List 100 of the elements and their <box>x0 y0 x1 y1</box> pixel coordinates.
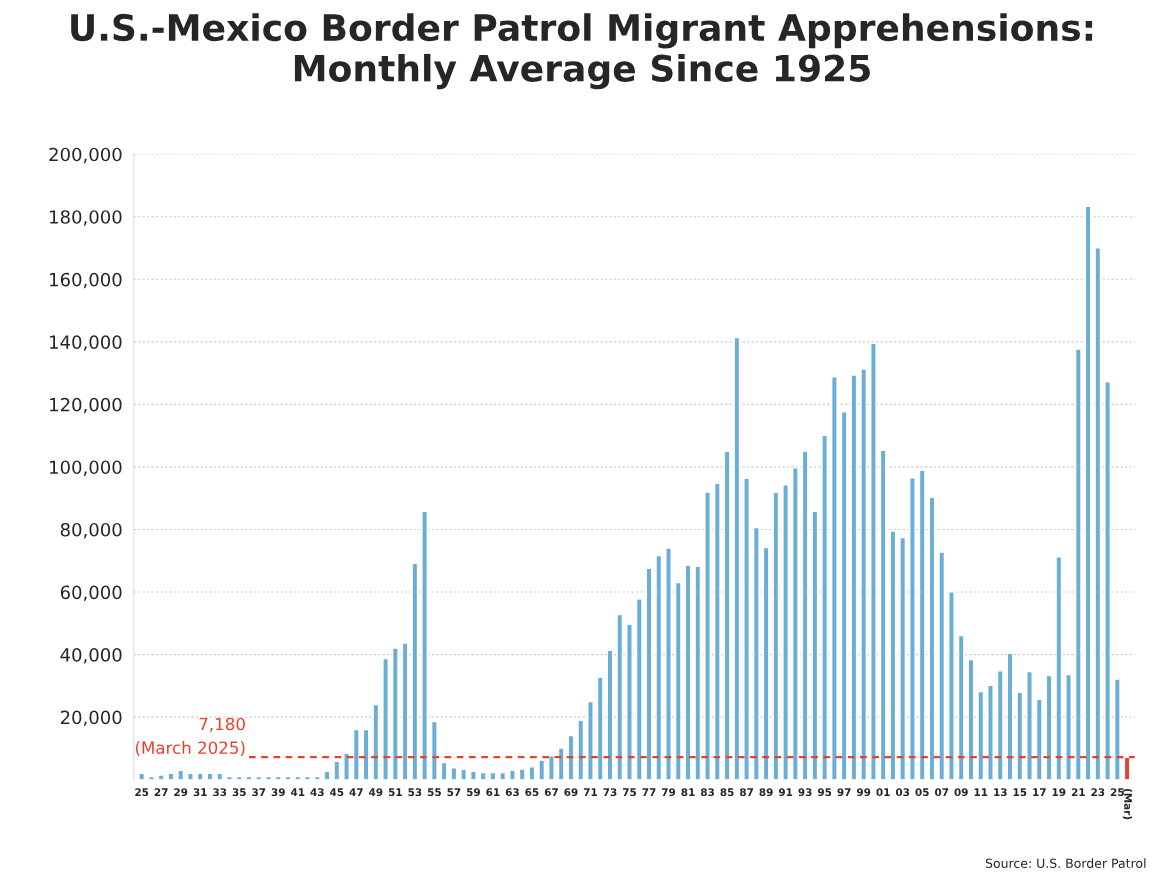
bar <box>1055 555 1063 780</box>
bar <box>509 769 516 780</box>
bar <box>587 700 594 780</box>
bar <box>713 482 721 780</box>
bar <box>909 477 916 780</box>
bar <box>577 719 585 780</box>
bar <box>752 526 760 780</box>
x-tick-label: 61 <box>486 788 500 797</box>
x-tick-label: 45 <box>330 788 344 797</box>
bar <box>831 376 838 780</box>
y-tick-label: 160,000 <box>50 272 122 289</box>
bar <box>470 770 477 780</box>
x-tick-label: 65 <box>525 788 539 797</box>
x-tick-label: 85 <box>720 788 734 797</box>
bar <box>157 774 165 780</box>
x-tick-label: 89 <box>759 788 773 797</box>
y-tick-label: 180,000 <box>50 210 122 226</box>
bar <box>1065 673 1072 780</box>
bar <box>987 684 994 780</box>
x-tick-label: 15 <box>1013 788 1027 797</box>
x-tick-label: 05 <box>915 788 929 797</box>
source-note: Source: U.S. Border Patrol <box>985 858 1146 869</box>
x-tick-label: 73 <box>603 788 617 797</box>
x-tick-label: 25 <box>1110 788 1124 797</box>
bar <box>352 728 360 780</box>
bar <box>440 761 448 780</box>
y-tick-label: 100,000 <box>50 460 122 476</box>
x-tick-label: 67 <box>544 788 558 797</box>
x-tick-label: 87 <box>739 788 753 797</box>
bar <box>596 676 604 780</box>
bar <box>499 771 507 780</box>
bar <box>1094 246 1102 780</box>
bar <box>196 772 204 780</box>
x-tick-label: 29 <box>174 788 188 797</box>
bar <box>187 772 194 780</box>
bar <box>840 411 848 780</box>
bar <box>333 760 341 780</box>
bar <box>772 491 780 780</box>
bar <box>899 536 907 780</box>
bar <box>957 634 965 780</box>
x-tick-label: 95 <box>817 788 832 797</box>
bar <box>372 703 380 780</box>
bar <box>460 768 468 780</box>
bar <box>421 510 428 780</box>
y-tick-label: 120,000 <box>50 397 122 414</box>
x-tick-label: 53 <box>408 788 422 797</box>
bar <box>177 769 185 780</box>
x-tick-label: 49 <box>369 788 383 797</box>
x-tick-label: 55 <box>427 788 441 797</box>
x-tick-label: 75 <box>622 788 637 797</box>
x-tick-label: 31 <box>193 788 207 797</box>
x-tick-label: 97 <box>837 788 851 797</box>
y-tick-label: 40,000 <box>60 648 122 664</box>
x-tick-label: 43 <box>310 788 324 797</box>
bar <box>733 336 741 780</box>
bar <box>635 598 643 780</box>
y-tick-label: 140,000 <box>50 335 122 351</box>
bar <box>860 368 868 780</box>
x-tick-label: 77 <box>642 788 656 796</box>
x-tick-label: 37 <box>252 788 266 797</box>
x-tick-label: 09 <box>954 788 968 797</box>
x-tick-label: 07 <box>934 788 949 797</box>
bar <box>1074 348 1082 780</box>
bar <box>918 469 926 780</box>
bar <box>548 755 555 780</box>
x-tick-label: 79 <box>661 788 676 797</box>
bar <box>1113 678 1121 780</box>
bar <box>391 647 399 780</box>
bar <box>1026 670 1033 780</box>
x-tick-label: 11 <box>974 788 988 796</box>
bar <box>791 467 799 780</box>
bar <box>138 772 146 780</box>
chart-title: U.S.-Mexico Border Patrol Migrant Apprehensions: Monthly Average Since 1925 <box>71 13 1093 90</box>
y-tick-label: 80,000 <box>60 522 122 539</box>
x-tick-label: 17 <box>1033 788 1046 796</box>
bar <box>674 581 682 780</box>
bar <box>343 752 350 780</box>
bar <box>430 720 438 780</box>
bar <box>479 771 487 780</box>
y-tick-label: 20,000 <box>60 710 122 727</box>
x-tick-label: 21 <box>1071 788 1085 796</box>
bar <box>938 551 946 780</box>
bar <box>801 450 809 780</box>
bar <box>879 449 887 780</box>
x-tick-label: 63 <box>505 788 519 797</box>
bar <box>616 613 624 780</box>
bar <box>694 565 702 780</box>
x-tick-label: 41 <box>290 788 305 796</box>
bar <box>870 342 877 780</box>
bar <box>704 491 711 780</box>
x-tick-label: 51 <box>388 788 402 797</box>
x-tick-label: 13 <box>994 788 1007 797</box>
bar <box>518 768 526 780</box>
x-tick-label: 03 <box>895 788 910 797</box>
x-tick-label: 59 <box>466 788 480 797</box>
bar <box>996 670 1004 780</box>
bar <box>382 657 389 780</box>
bar <box>655 554 663 780</box>
bar <box>977 690 985 780</box>
bar <box>626 623 633 780</box>
